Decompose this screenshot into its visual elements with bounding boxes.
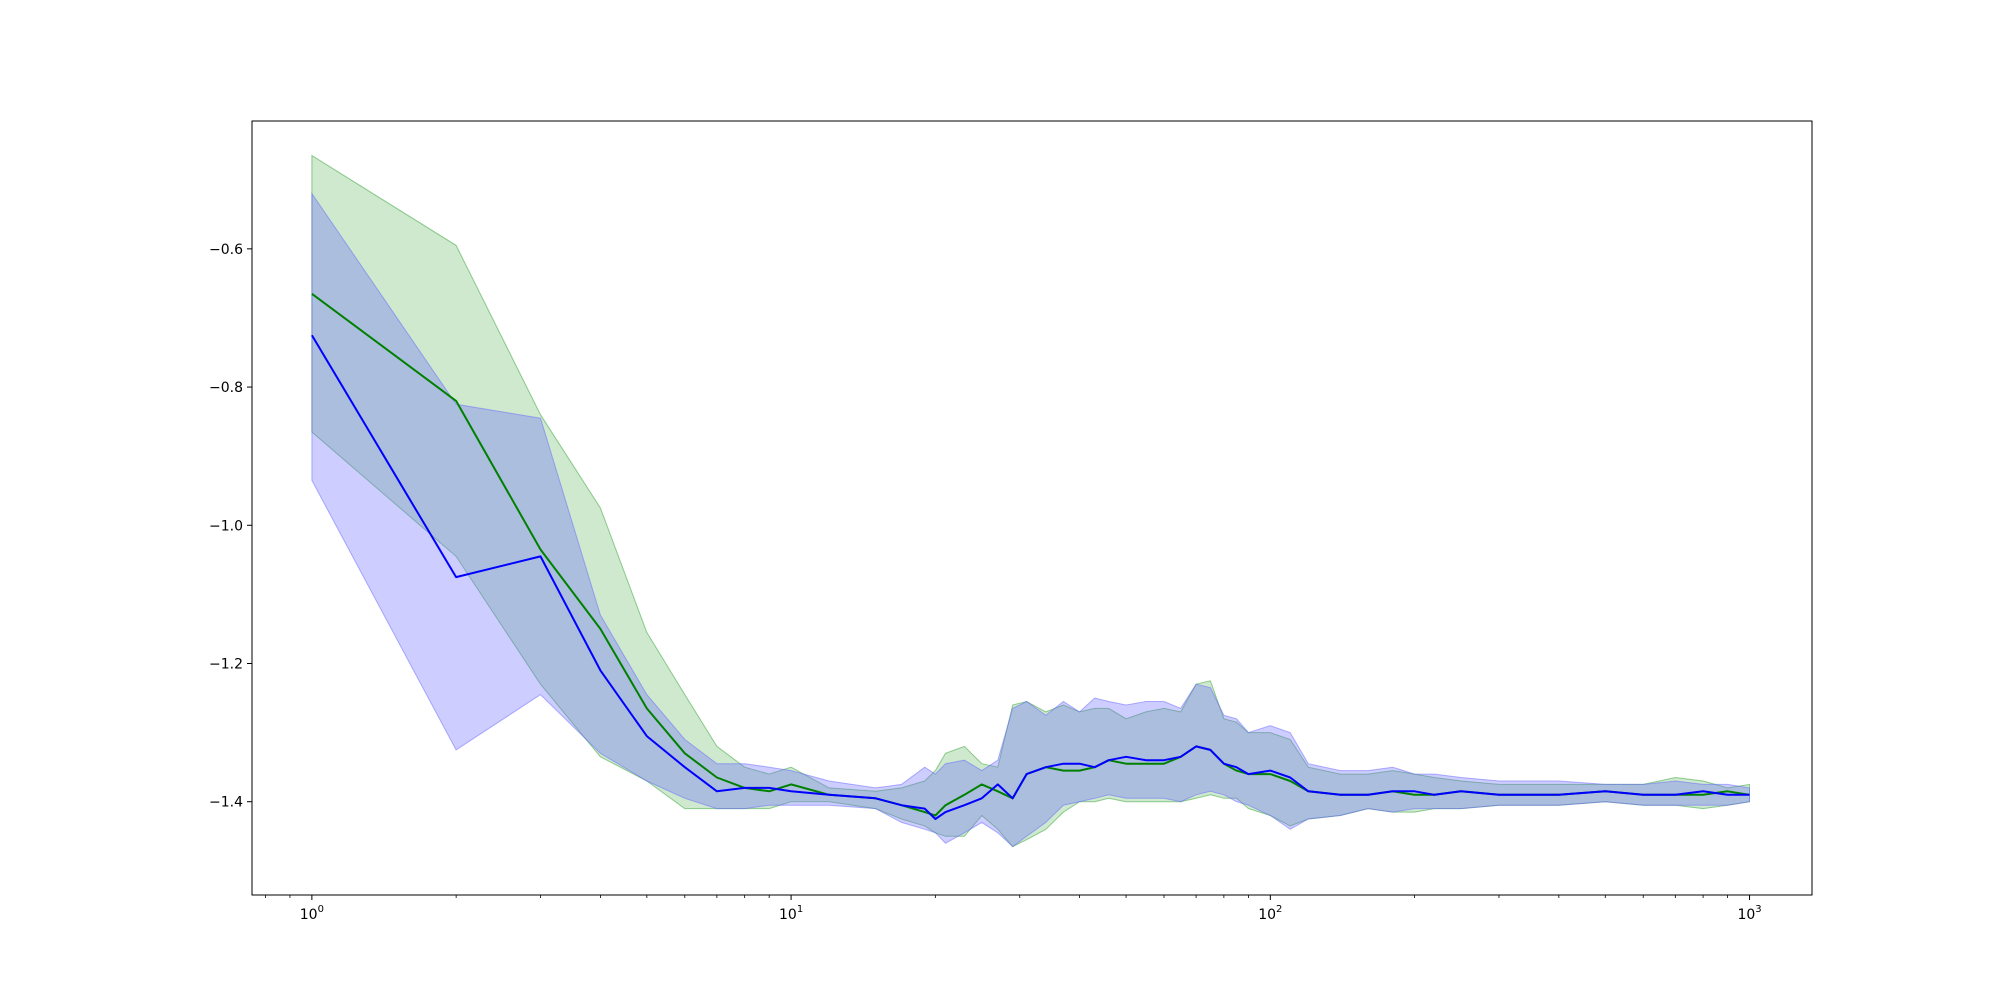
y-tick-label: −1.4	[209, 795, 243, 811]
x-tick-label: 101	[779, 904, 803, 923]
y-tick-label: −0.8	[209, 380, 243, 396]
x-tick-label: 103	[1737, 904, 1761, 923]
x-tick-label: 100	[300, 904, 324, 923]
mean-line-series-2	[311, 334, 1750, 820]
axes: −0.6 −0.8 −1.0 −1.2 −1.4 100 101 102 103	[209, 120, 1813, 923]
confidence-bands	[311, 154, 1750, 848]
y-tick-label: −1.2	[209, 656, 243, 672]
x-tick-label: 102	[1258, 904, 1282, 923]
series-lines	[311, 292, 1750, 820]
confidence-band-series-2	[311, 191, 1750, 848]
plot-frame	[251, 120, 1813, 896]
y-tick-label: −0.6	[209, 242, 243, 258]
y-tick-label: −1.0	[209, 518, 243, 534]
